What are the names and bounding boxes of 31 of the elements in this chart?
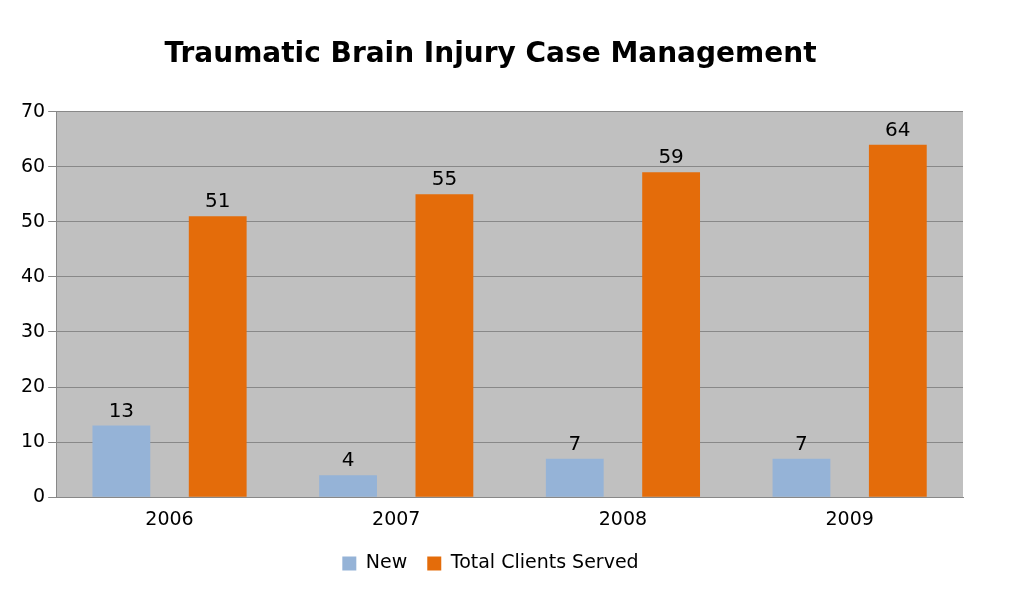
chart-title: Traumatic Brain Injury Case Management [164,36,817,70]
data-label: 64 [885,116,911,141]
legend-label: Total Clients Served [449,550,639,573]
data-label: 4 [341,447,355,472]
y-tick-label: 70 [20,98,46,121]
y-tick-label: 20 [20,373,46,396]
bar [319,475,377,497]
y-tick-label: 30 [20,318,46,341]
x-tick-label: 2009 [825,506,874,529]
data-label: 59 [658,144,684,169]
bar [415,194,474,497]
y-tick-label: 60 [20,153,46,176]
x-tick-label: 2007 [372,506,421,529]
data-label: 7 [795,430,808,455]
x-tick-label: 2008 [598,506,648,529]
bar [188,216,247,497]
legend-label: New [365,550,408,573]
data-label: 13 [108,397,135,422]
x-tick-label: 2006 [145,506,194,529]
bar [868,144,927,497]
bar [642,172,701,497]
y-tick-label: 0 [33,484,46,507]
y-tick-label: 40 [20,263,46,286]
y-tick-label: 50 [20,208,46,231]
data-label: 55 [431,166,458,191]
bar [772,458,831,497]
bar [92,425,151,497]
data-label: 51 [204,188,231,213]
data-label: 7 [568,430,582,455]
bar [545,458,604,497]
y-tick-label: 10 [20,429,46,452]
